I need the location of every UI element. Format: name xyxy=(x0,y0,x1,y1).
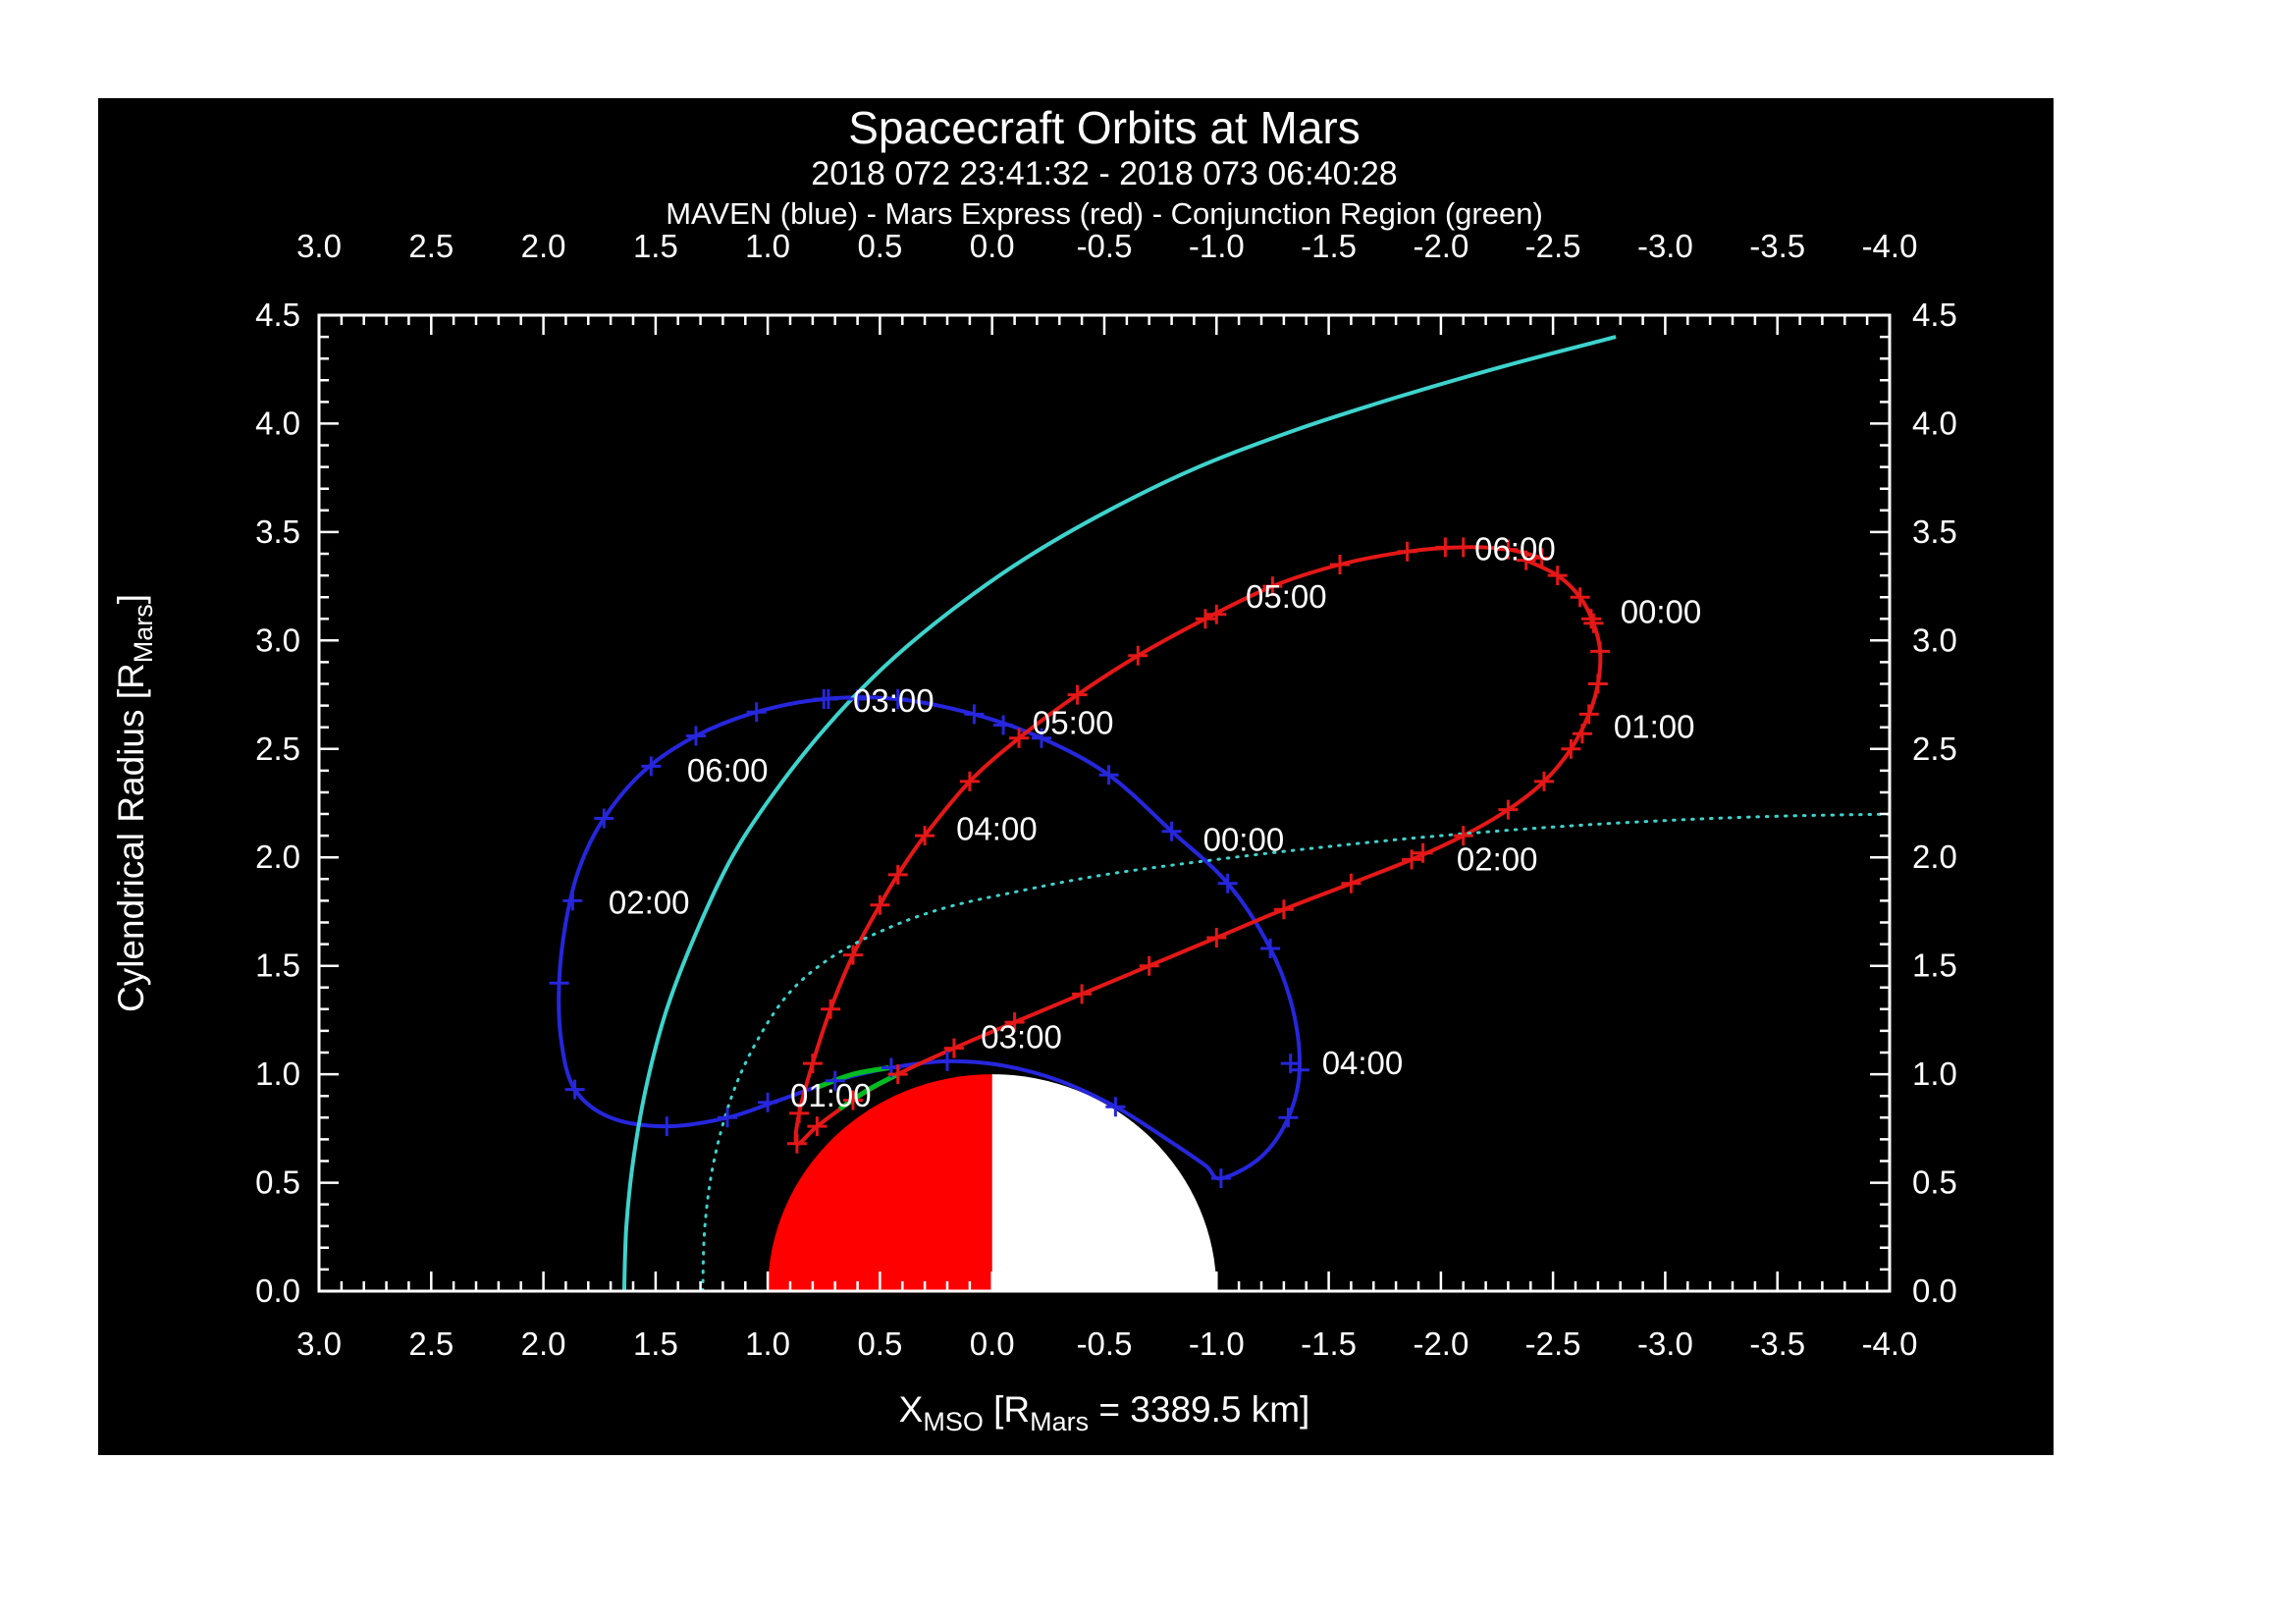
svg-text:1.5: 1.5 xyxy=(255,947,300,984)
x-axis-tick-labels-top: 3.0 2.5 2.0 1.5 1.0 0.5 0.0 -0.5 -1.0 -1.5 -2.0 -2.… xyxy=(296,228,1917,264)
svg-text:3.0: 3.0 xyxy=(296,228,342,264)
title-block: Spacecraft Orbits at Mars 2018 072 23:41… xyxy=(319,102,1890,234)
mex-orbit-time-label: 03:00 xyxy=(981,1019,1062,1055)
svg-text:4.5: 4.5 xyxy=(255,297,300,333)
maven-orbit-time-label: 01:00 xyxy=(790,1077,872,1113)
svg-text:-4.0: -4.0 xyxy=(1862,1325,1918,1362)
svg-text:3.0: 3.0 xyxy=(255,622,300,658)
svg-text:1.5: 1.5 xyxy=(633,228,678,264)
maven-orbit-time-label: 02:00 xyxy=(609,885,690,921)
svg-text:2.5: 2.5 xyxy=(1912,730,1957,767)
svg-text:1.0: 1.0 xyxy=(745,228,790,264)
svg-text:-3.0: -3.0 xyxy=(1637,1325,1693,1362)
maven-orbit-time-label: 03:00 xyxy=(853,682,934,719)
svg-text:0.0: 0.0 xyxy=(970,228,1015,264)
maven-orbit-markers xyxy=(549,689,1309,1189)
y-axis-title: Cylendrical Radius [RMars] xyxy=(111,594,158,1012)
svg-text:2.0: 2.0 xyxy=(255,839,300,875)
svg-text:-2.5: -2.5 xyxy=(1525,228,1581,264)
svg-text:-1.5: -1.5 xyxy=(1301,228,1357,264)
chart-legend: MAVEN (blue) - Mars Express (red) - Conj… xyxy=(666,196,1543,231)
svg-text:1.0: 1.0 xyxy=(1912,1055,1957,1092)
svg-text:2.5: 2.5 xyxy=(408,1325,454,1362)
svg-text:-4.0: -4.0 xyxy=(1862,228,1918,264)
svg-text:2.0: 2.0 xyxy=(1912,839,1957,875)
svg-text:0.0: 0.0 xyxy=(1912,1272,1957,1309)
svg-text:3.5: 3.5 xyxy=(1912,514,1957,550)
mex-orbit-time-label: 01:00 xyxy=(1614,709,1695,745)
conjunction-region-maven-path xyxy=(816,1065,890,1090)
svg-text:-2.5: -2.5 xyxy=(1525,1325,1581,1362)
maven-orbit-time-label: 00:00 xyxy=(1203,822,1285,858)
svg-text:3.5: 3.5 xyxy=(255,514,300,550)
svg-text:2.5: 2.5 xyxy=(408,228,454,264)
svg-text:1.0: 1.0 xyxy=(255,1055,300,1092)
orbit-plot: 3.0 2.5 2.0 1.5 1.0 0.5 0.0 -0.5 -1.0 -1.5 -2.0 -2.… xyxy=(111,228,1957,1436)
maven-orbit-time-label: 04:00 xyxy=(1322,1045,1404,1081)
chart-subtitle: 2018 072 23:41:32 - 2018 073 06:40:28 xyxy=(811,155,1398,192)
svg-text:0.5: 0.5 xyxy=(1912,1164,1957,1201)
x-axis-tick-labels-bottom: 3.0 2.5 2.0 1.5 1.0 0.5 0.0 -0.5 -1.0 -1.5 -2.0 -2.… xyxy=(296,1325,1917,1362)
maven-orbit-time-label: 05:00 xyxy=(1033,704,1114,740)
svg-text:0.5: 0.5 xyxy=(857,228,902,264)
mex-orbit-time-label: 04:00 xyxy=(956,811,1038,847)
orbit-curves xyxy=(557,335,1890,1291)
y-axis-tick-labels-left: 0.0 0.5 1.0 1.5 2.0 2.5 3.0 3.5 4.0 4.5 xyxy=(255,297,300,1309)
svg-text:-0.5: -0.5 xyxy=(1077,1325,1133,1362)
chart-title: Spacecraft Orbits at Mars xyxy=(848,102,1361,153)
svg-text:0.5: 0.5 xyxy=(255,1164,300,1201)
svg-text:1.5: 1.5 xyxy=(1912,947,1957,984)
svg-text:4.5: 4.5 xyxy=(1912,297,1957,333)
magnetic-pileup-boundary-path xyxy=(701,812,1890,1291)
axis-ticks xyxy=(317,313,1892,1293)
svg-text:-3.5: -3.5 xyxy=(1749,228,1805,264)
mex-orbit-time-label: 06:00 xyxy=(1474,531,1556,568)
svg-text:-3.0: -3.0 xyxy=(1637,228,1693,264)
svg-text:4.0: 4.0 xyxy=(255,405,300,441)
svg-text:-3.5: -3.5 xyxy=(1749,1325,1805,1362)
y-axis-tick-labels-right: 0.0 0.5 1.0 1.5 2.0 2.5 3.0 3.5 4.0 4.5 xyxy=(1912,297,1957,1309)
mars-disk xyxy=(768,1074,1217,1291)
svg-text:-1.0: -1.0 xyxy=(1189,1325,1245,1362)
svg-text:-2.0: -2.0 xyxy=(1413,1325,1468,1362)
figure-background: 3.0 2.5 2.0 1.5 1.0 0.5 0.0 -0.5 -1.0 -1.5 -2.0 -2.… xyxy=(98,98,2054,1455)
svg-text:1.0: 1.0 xyxy=(745,1325,790,1362)
svg-text:-0.5: -0.5 xyxy=(1077,228,1133,264)
maven-orbit-time-label: 06:00 xyxy=(687,752,769,788)
svg-text:-1.5: -1.5 xyxy=(1301,1325,1357,1362)
svg-text:0.5: 0.5 xyxy=(857,1325,902,1362)
svg-text:-1.0: -1.0 xyxy=(1189,228,1245,264)
svg-text:4.0: 4.0 xyxy=(1912,405,1957,441)
svg-text:0.0: 0.0 xyxy=(970,1325,1015,1362)
mars-nightside xyxy=(991,1074,1217,1291)
mars-dayside xyxy=(768,1074,992,1291)
svg-text:0.0: 0.0 xyxy=(255,1272,300,1309)
svg-text:3.0: 3.0 xyxy=(1912,622,1957,658)
mex-orbit-time-label: 05:00 xyxy=(1246,578,1327,615)
svg-text:2.0: 2.0 xyxy=(521,228,566,264)
mex-orbit-time-label: 02:00 xyxy=(1457,840,1538,877)
svg-text:3.0: 3.0 xyxy=(296,1325,342,1362)
mex-orbit-time-label: 00:00 xyxy=(1621,594,1702,630)
svg-text:2.5: 2.5 xyxy=(255,730,300,767)
mex-orbit-markers xyxy=(786,537,1611,1154)
svg-text:1.5: 1.5 xyxy=(633,1325,678,1362)
x-axis-title: XMSO [RMars = 3389.5 km] xyxy=(899,1389,1310,1436)
svg-text:2.0: 2.0 xyxy=(521,1325,566,1362)
bow-shock-path xyxy=(621,335,1617,1291)
svg-text:-2.0: -2.0 xyxy=(1413,228,1468,264)
